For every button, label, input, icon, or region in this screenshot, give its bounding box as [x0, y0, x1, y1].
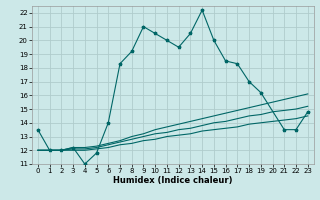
- X-axis label: Humidex (Indice chaleur): Humidex (Indice chaleur): [113, 176, 233, 185]
